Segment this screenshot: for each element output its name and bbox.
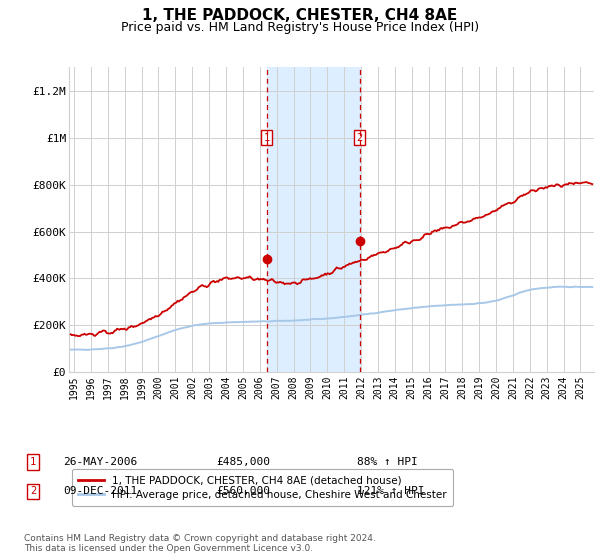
Text: Contains HM Land Registry data © Crown copyright and database right 2024.
This d: Contains HM Land Registry data © Crown c… bbox=[24, 534, 376, 553]
Text: 09-DEC-2011: 09-DEC-2011 bbox=[63, 486, 137, 496]
Text: 121% ↑ HPI: 121% ↑ HPI bbox=[357, 486, 425, 496]
Text: £560,000: £560,000 bbox=[216, 486, 270, 496]
Text: Price paid vs. HM Land Registry's House Price Index (HPI): Price paid vs. HM Land Registry's House … bbox=[121, 21, 479, 34]
Bar bbox=[266, 67, 359, 372]
Text: 1, THE PADDOCK, CHESTER, CH4 8AE: 1, THE PADDOCK, CHESTER, CH4 8AE bbox=[142, 8, 458, 24]
Text: 2: 2 bbox=[356, 133, 363, 143]
Text: 1: 1 bbox=[263, 133, 269, 143]
Text: 1: 1 bbox=[30, 457, 36, 467]
Text: 2: 2 bbox=[30, 486, 36, 496]
Text: 88% ↑ HPI: 88% ↑ HPI bbox=[357, 457, 418, 467]
Text: £485,000: £485,000 bbox=[216, 457, 270, 467]
Legend: 1, THE PADDOCK, CHESTER, CH4 8AE (detached house), HPI: Average price, detached : 1, THE PADDOCK, CHESTER, CH4 8AE (detach… bbox=[71, 469, 453, 506]
Text: 26-MAY-2006: 26-MAY-2006 bbox=[63, 457, 137, 467]
